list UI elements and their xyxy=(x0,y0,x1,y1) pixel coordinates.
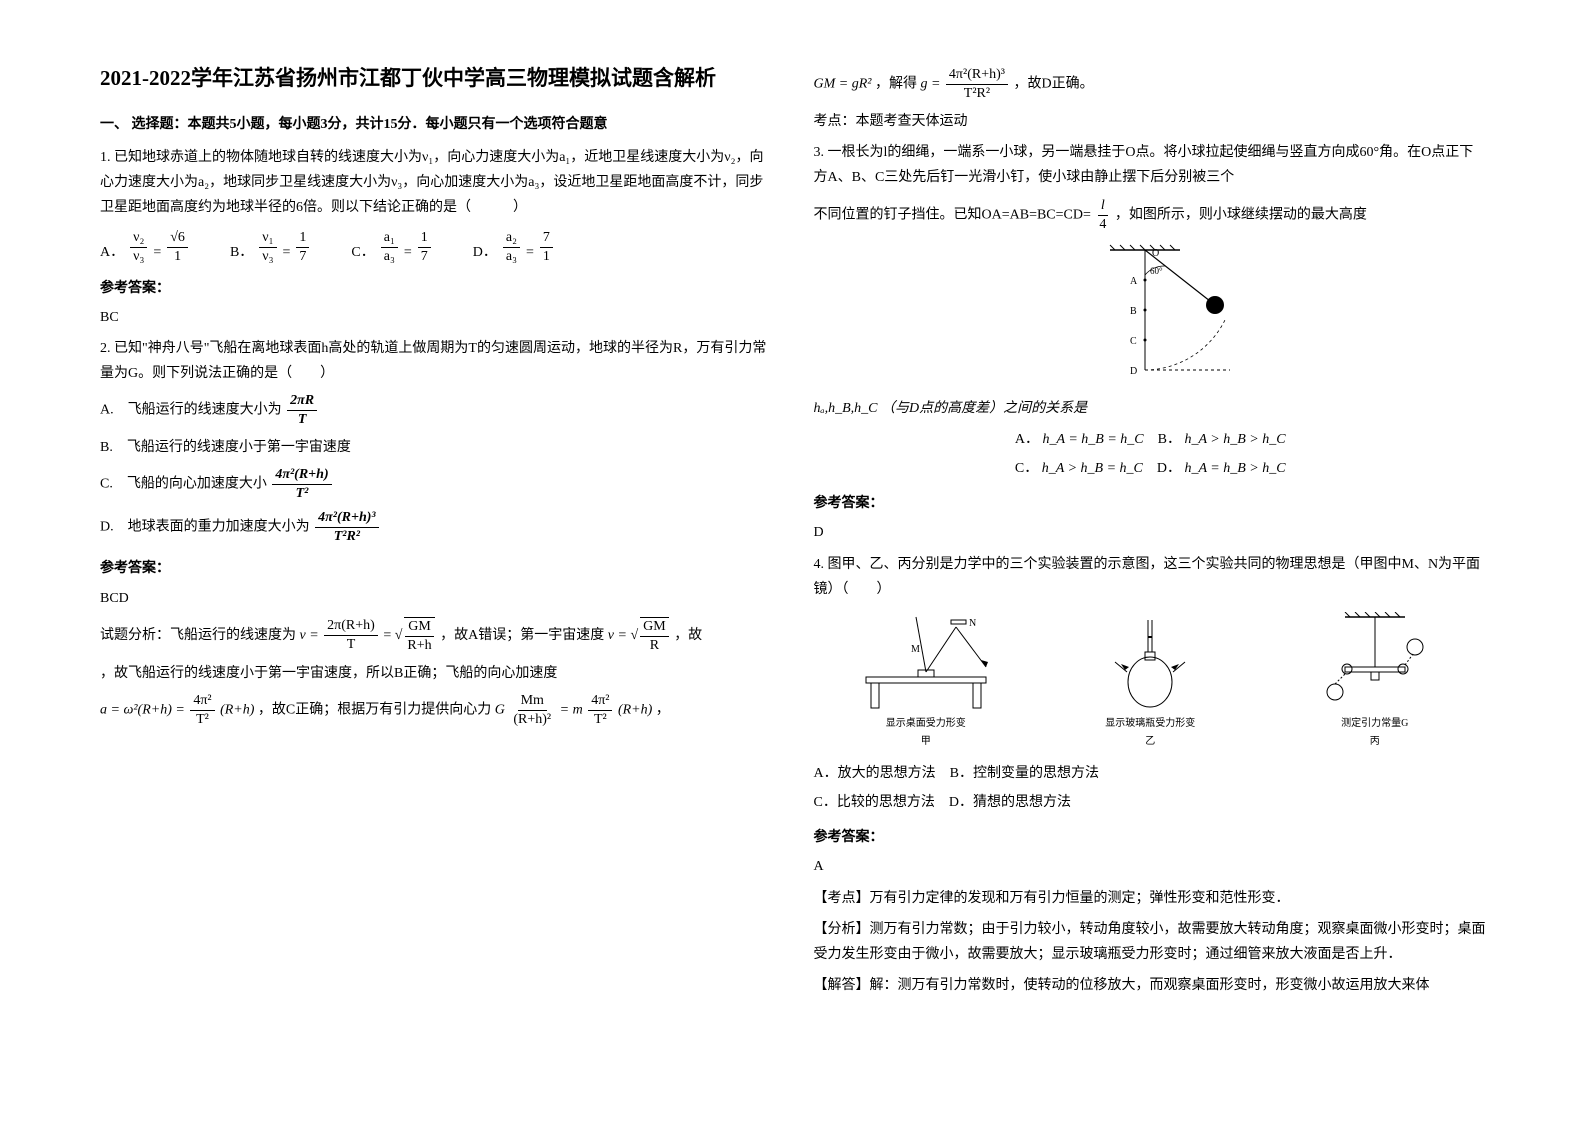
doc-title: 2021-2022学年江苏省扬州市江都丁伙中学高三物理模拟试题含解析 xyxy=(100,60,774,98)
q2-analysis-line2: ，故飞船运行的线速度小于第一宇宙速度，所以B正确；飞船的向心加速度 xyxy=(100,661,774,686)
q1-stem: 1. 已知地球赤道上的物体随地球自转的线速度大小为ν₁，向心力速度大小为a₁，近… xyxy=(100,145,774,221)
q3-stem-2: 不同位置的钉子挡住。已知OA=AB=BC=CD= l4 ，如图所示，则小球继续摆… xyxy=(814,197,1488,234)
q2-opt-c: C. 飞船的向心加速度大小 4π²(R+h)T² xyxy=(100,466,774,503)
q2-opt-a: A. 飞船运行的线速度大小为 2πRT xyxy=(100,392,774,429)
q4-answer: A xyxy=(814,854,1488,879)
q4-figures: M N 显示桌面受力形变 甲 xyxy=(814,612,1488,751)
q4-fig-c: 测定引力常量G 丙 xyxy=(1263,612,1488,751)
q2-answer: BCD xyxy=(100,586,774,611)
svg-text:60°: 60° xyxy=(1150,266,1163,276)
q3-opts-ab: A． h_A = h_B = h_C B． h_A > h_B > h_C xyxy=(814,427,1488,452)
q1-opt-b: B． ν₁ν₃ = 17 xyxy=(230,229,311,266)
q2-analysis-line1: 试题分析：飞船运行的线速度为 ν = 2π(R+h)T = √GMR+h ，故A… xyxy=(100,617,774,655)
q4-solve: 【解答】解：测万有引力常数时，使转动的位移放大，而观察桌面形变时，形变微小故运用… xyxy=(814,973,1488,998)
svg-text:A: A xyxy=(1130,276,1138,287)
svg-text:N: N xyxy=(969,618,976,629)
svg-text:D: D xyxy=(1130,366,1137,377)
q2-cont-line: GM = gR² ，解得 g = 4π²(R+h)³T²R² ，故D正确。 xyxy=(814,66,1488,103)
q1-answer: BC xyxy=(100,305,774,330)
svg-text:B: B xyxy=(1130,306,1137,317)
q4-stem: 4. 图甲、乙、丙分别是力学中的三个实验装置的示意图，这三个实验共同的物理思想是… xyxy=(814,552,1488,602)
q3-opts-cd: C． h_A > h_B = h_C D． h_A = h_B > h_C xyxy=(814,456,1488,481)
pendulum-diagram: 60° O A B C D xyxy=(1050,240,1250,390)
q4-point: 【考点】万有引力定律的发现和万有引力恒量的测定；弹性形变和范性形变． xyxy=(814,886,1488,911)
q4-opts-ab: A．放大的思想方法 B．控制变量的思想方法 xyxy=(814,761,1488,786)
q2-answer-label: 参考答案： xyxy=(100,556,774,581)
q3-stem-1: 3. 一根长为l的细绳，一端系一小球，另一端悬挂于O点。将小球拉起使细绳与竖直方… xyxy=(814,140,1488,190)
svg-text:O: O xyxy=(1152,248,1159,259)
q1-opt-d: D． a₂a₃ = 71 xyxy=(473,229,555,266)
q2-opt-d: D. 地球表面的重力加速度大小为 4π²(R+h)³T²R² xyxy=(100,509,774,546)
q2-point: 考点：本题考查天体运动 xyxy=(814,109,1488,134)
q1-opt-a: A． ν₂ν₃ = √61 xyxy=(100,229,190,266)
q4-analysis: 【分析】测万有引力常数；由于引力较小，转动角度较小，故需要放大转动角度；观察桌面… xyxy=(814,917,1488,967)
q2-stem: 2. 已知"神舟八号"飞船在离地球表面h高处的轨道上做周期为T的匀速圆周运动，地… xyxy=(100,336,774,386)
q4-opts-cd: C．比较的思想方法 D．猜想的思想方法 xyxy=(814,790,1488,815)
q1-answer-label: 参考答案： xyxy=(100,276,774,301)
q4-fig-a: M N 显示桌面受力形变 甲 xyxy=(814,612,1039,751)
q3-stem-3: hₐ,h_B,h_C （与D点的高度差）之间的关系是 xyxy=(814,396,1488,421)
q4-fig-b: 显示玻璃瓶受力形变 乙 xyxy=(1038,612,1263,751)
q2-opt-b: B. 飞船运行的线速度小于第一宇宙速度 xyxy=(100,435,774,460)
svg-text:M: M xyxy=(911,644,920,655)
q1-choices: A． ν₂ν₃ = √61 B． ν₁ν₃ = 17 C． a₁a₃ = 17 … xyxy=(100,229,774,266)
q3-answer-label: 参考答案： xyxy=(814,491,1488,516)
q2-analysis-line3: a = ω²(R+h) = 4π²T² (R+h) ，故C正确；根据万有引力提供… xyxy=(100,692,774,729)
q3-answer: D xyxy=(814,520,1488,545)
svg-text:C: C xyxy=(1130,336,1137,347)
section1-header: 一、 选择题：本题共5小题，每小题3分，共计15分．每小题只有一个选项符合题意 xyxy=(100,112,774,137)
q1-opt-c: C． a₁a₃ = 17 xyxy=(351,229,432,266)
q4-answer-label: 参考答案： xyxy=(814,825,1488,850)
